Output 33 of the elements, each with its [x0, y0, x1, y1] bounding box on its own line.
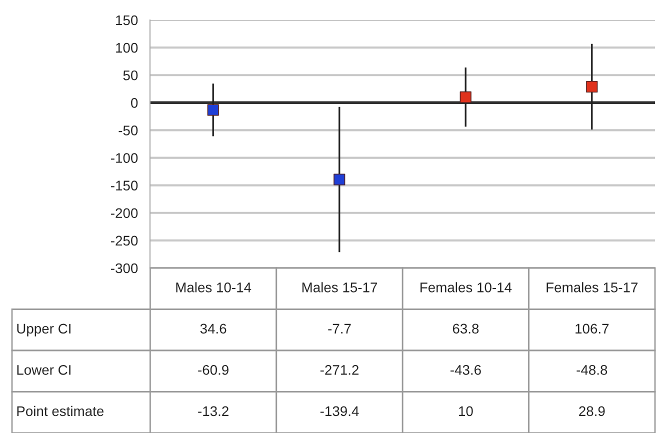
y-tick-label: -50	[118, 126, 138, 136]
text: 106.7	[576, 324, 609, 334]
y-tick-label: -300	[111, 263, 138, 274]
y-tick-label: -150	[111, 180, 138, 191]
text: 63.8	[452, 324, 479, 334]
text: -271.2	[320, 365, 359, 375]
y-tick-label: 150	[116, 15, 138, 26]
text: -7.7	[328, 324, 351, 334]
text: Upper CI	[17, 324, 70, 336]
text: Lower CI	[17, 365, 70, 375]
data-label: 28.9	[579, 406, 605, 416]
point	[334, 174, 346, 186]
text: 34.6	[200, 324, 226, 334]
x-tick-label: Males 15-17	[302, 282, 378, 292]
x-tick-label: Females 15-17	[546, 282, 638, 292]
text: -43.6	[450, 365, 481, 375]
point	[207, 104, 219, 116]
y-tick-label: -200	[111, 208, 138, 218]
data-label: -139.4	[320, 406, 359, 416]
y-tick-label: 50	[123, 70, 138, 80]
y-tick-label: -250	[111, 236, 138, 246]
x-tick-label: Females 10-14	[420, 282, 512, 292]
text: -60.9	[198, 365, 228, 375]
y-tick-label: 0	[131, 98, 138, 108]
text: Point estimate	[17, 406, 104, 416]
x-tick-label: Males 10-14	[176, 282, 252, 292]
data-label: 10	[459, 406, 473, 416]
y-tick-label: -100	[111, 153, 138, 163]
point	[460, 91, 472, 103]
y-tick-label: 100	[116, 42, 138, 53]
point	[586, 80, 598, 93]
text: -48.8	[576, 365, 608, 375]
data-label: -13.2	[198, 406, 228, 416]
